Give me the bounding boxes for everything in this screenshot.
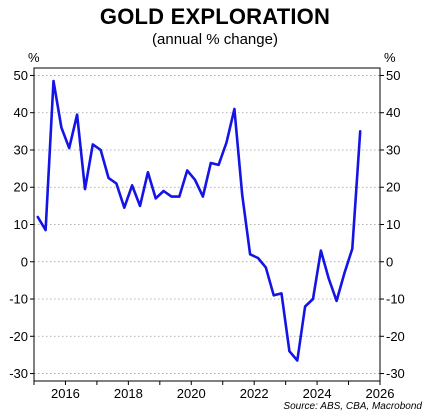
right-axis-unit: %: [384, 50, 396, 65]
left-axis-unit: %: [28, 50, 40, 65]
y-tick-label: -20: [9, 329, 28, 344]
y-tick-label: 30: [386, 142, 400, 157]
chart-title: GOLD EXPLORATION: [99, 4, 331, 29]
y-tick-label: 40: [14, 105, 28, 120]
y-tick-label: 30: [14, 142, 28, 157]
y-tick-label: -10: [9, 292, 28, 307]
y-tick-label: -20: [386, 329, 405, 344]
y-tick-label: 0: [21, 254, 28, 269]
y-tick-label: 10: [14, 217, 28, 232]
x-axis: 2016 2018 2020 2022 2024 2026: [33, 381, 395, 401]
x-tick-label: 2026: [366, 386, 395, 401]
x-tick-label: 2020: [177, 386, 206, 401]
x-tick-label: 2018: [114, 386, 143, 401]
left-y-axis: -30 -20 -10 0 10 20 30 40 50: [9, 68, 34, 381]
source-note: Source: ABS, CBA, Macrobond: [283, 401, 422, 412]
x-tick-label: 2024: [303, 386, 332, 401]
gridlines: [34, 75, 380, 374]
chart-subtitle: (annual % change): [152, 31, 278, 48]
y-tick-label: 50: [14, 68, 28, 83]
y-tick-label: -10: [386, 292, 405, 307]
x-tick-label: 2016: [51, 386, 80, 401]
series-group: [36, 79, 362, 362]
series-line: [36, 79, 362, 362]
y-tick-label: 20: [386, 180, 400, 195]
y-tick-label: -30: [9, 366, 28, 381]
y-tick-label: 50: [386, 68, 400, 83]
y-tick-label: 40: [386, 105, 400, 120]
x-tick-label: 2022: [240, 386, 269, 401]
y-tick-label: 0: [386, 254, 393, 269]
y-tick-label: -30: [386, 366, 405, 381]
y-tick-label: 20: [14, 180, 28, 195]
right-y-axis: -30 -20 -10 0 10 20 30 40 50: [380, 68, 405, 381]
y-tick-label: 10: [386, 217, 400, 232]
